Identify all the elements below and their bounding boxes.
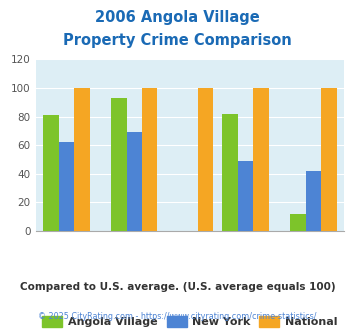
Text: 2006 Angola Village: 2006 Angola Village <box>95 10 260 25</box>
Text: © 2025 CityRating.com - https://www.cityrating.com/crime-statistics/: © 2025 CityRating.com - https://www.city… <box>38 312 317 321</box>
Bar <box>198 88 213 231</box>
Legend: Angola Village, New York, National: Angola Village, New York, National <box>38 312 342 330</box>
Bar <box>59 142 74 231</box>
Bar <box>111 98 127 231</box>
Bar <box>238 161 253 231</box>
Bar <box>306 171 321 231</box>
Bar <box>43 115 59 231</box>
Bar <box>321 88 337 231</box>
Bar <box>290 214 306 231</box>
Bar <box>253 88 269 231</box>
Bar <box>222 114 238 231</box>
Bar <box>127 132 142 231</box>
Text: Property Crime Comparison: Property Crime Comparison <box>63 33 292 48</box>
Bar <box>142 88 158 231</box>
Bar <box>74 88 89 231</box>
Text: Compared to U.S. average. (U.S. average equals 100): Compared to U.S. average. (U.S. average … <box>20 282 335 292</box>
